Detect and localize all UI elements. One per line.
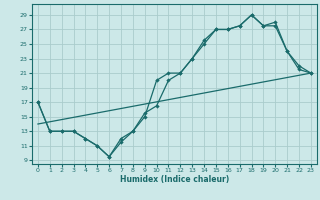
X-axis label: Humidex (Indice chaleur): Humidex (Indice chaleur) (120, 175, 229, 184)
